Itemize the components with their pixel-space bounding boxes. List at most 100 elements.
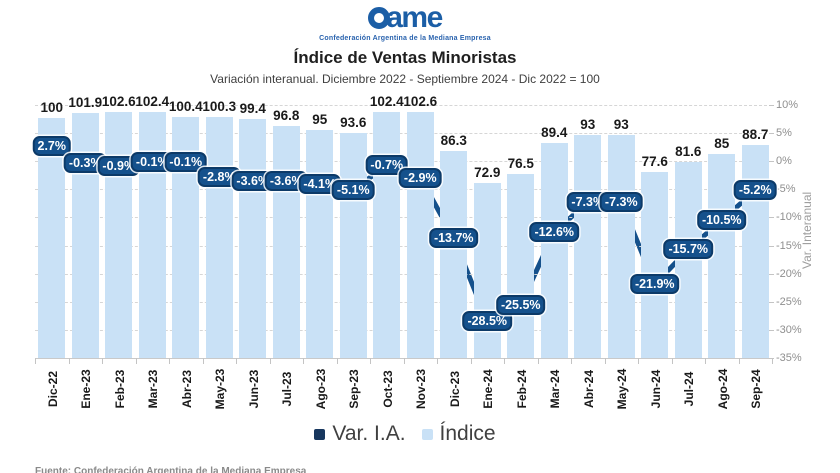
y-axis-tick-label: 10% — [776, 99, 799, 111]
x-axis-label: Sep-24 — [749, 369, 764, 409]
bar-value-label: 101.9 — [68, 95, 103, 111]
y-axis-tick — [769, 301, 774, 303]
bar-value-label: 93.6 — [340, 115, 367, 131]
chart-subtitle: Variación interanual. Diciembre 2022 - S… — [210, 72, 600, 86]
x-axis-label: Jun-23 — [246, 369, 261, 409]
x-axis-tick — [738, 358, 740, 364]
line-point-label: -0.1% — [164, 151, 208, 172]
bar — [708, 153, 736, 358]
x-axis-tick — [537, 358, 539, 364]
line-point-label: 2.7% — [32, 136, 71, 157]
bar — [741, 145, 769, 358]
bar — [71, 113, 99, 358]
bar-value-label: 102.6 — [101, 93, 136, 109]
x-axis-label: May-23 — [213, 368, 228, 410]
bar — [674, 162, 702, 358]
bar-value-label: 100 — [40, 99, 64, 115]
bar — [138, 112, 166, 358]
line-point-label: -0.7% — [365, 155, 409, 176]
bar — [239, 119, 267, 358]
x-axis-label: Jul-23 — [280, 371, 295, 407]
x-axis-label: Mar-24 — [548, 369, 563, 409]
y-axis-tick-label: -25% — [776, 295, 802, 308]
gridline — [35, 133, 772, 135]
x-axis-label: Abr-24 — [581, 369, 596, 409]
bar — [38, 117, 66, 358]
x-axis-label: Nov-23 — [414, 368, 429, 410]
y-axis-tick — [769, 245, 774, 247]
x-axis-tick — [303, 358, 304, 364]
bar — [507, 174, 535, 358]
x-axis-label: Ene-24 — [481, 369, 496, 409]
x-axis-label: Dic-22 — [45, 370, 60, 408]
x-axis-label: Dic-23 — [447, 370, 462, 408]
y-axis-tick — [769, 273, 774, 275]
bar — [306, 129, 334, 358]
gridline — [35, 273, 772, 275]
bar-value-label: 88.7 — [742, 127, 769, 143]
x-axis-tick — [504, 358, 505, 364]
bar-value-label: 93 — [580, 116, 596, 132]
came-logo-ring-icon — [368, 7, 391, 29]
y-axis-tick-label: 0% — [776, 155, 792, 168]
line-point-label: -13.7% — [428, 228, 479, 249]
line-point-label: -7.3% — [599, 192, 643, 213]
line-point-label: -21.9% — [629, 274, 680, 295]
line-point-label: -15.7% — [663, 239, 714, 260]
gridline — [35, 329, 772, 331]
y-axis-tick-label: -35% — [776, 352, 802, 364]
line-point-label: -7.3% — [566, 192, 610, 213]
bar — [339, 133, 367, 358]
bar-value-label: 102.6 — [403, 93, 438, 109]
bar — [373, 112, 401, 358]
line-point-label: -25.5% — [495, 294, 546, 315]
line-point-label: -12.6% — [529, 222, 580, 243]
x-axis-label: Abr-23 — [179, 369, 194, 409]
legend-item-indice: Índice — [421, 422, 496, 446]
bar-value-label: 77.6 — [641, 153, 668, 169]
x-axis-tick — [102, 358, 103, 364]
x-axis-tick — [437, 358, 438, 364]
came-logo-text: ame — [386, 1, 443, 34]
bar-value-label: 95 — [312, 111, 328, 127]
x-axis-tick — [35, 358, 36, 364]
x-axis-tick — [68, 358, 70, 364]
line-point-label: -4.1% — [298, 174, 342, 195]
x-axis-tick — [135, 358, 137, 364]
x-axis-tick — [604, 358, 606, 364]
gridline — [35, 301, 772, 303]
line-point-label: -2.9% — [398, 167, 442, 188]
bar-value-label: 100.4 — [168, 99, 203, 115]
gridline — [35, 217, 772, 219]
x-axis-tick — [772, 358, 773, 364]
y-axis-tick — [769, 358, 774, 359]
bar-value-label: 81.6 — [675, 144, 702, 160]
came-logo-tagline: Confederación Argentina de la Mediana Em… — [319, 35, 491, 42]
x-axis-label: Ene-23 — [79, 369, 94, 409]
bar-value-label: 99.4 — [239, 101, 266, 117]
legend-label-var-ia: Var. I.A. — [332, 422, 406, 445]
x-axis-label: Ago-23 — [313, 368, 328, 410]
legend-swatch-indice — [421, 428, 433, 440]
x-axis-tick — [336, 358, 338, 364]
bar-value-label: 72.9 — [474, 165, 501, 181]
gridline — [35, 189, 772, 191]
x-axis-tick — [638, 358, 639, 364]
x-axis-tick — [236, 358, 237, 364]
y-axis-tick-label: -15% — [776, 239, 802, 252]
line-point-label: -3.6% — [231, 171, 275, 192]
gridline — [35, 105, 772, 106]
y-axis-tick — [769, 133, 774, 135]
x-axis-label: Mar-23 — [146, 369, 161, 409]
line-point-label: -5.2% — [733, 180, 777, 201]
y-axis-tick — [769, 329, 774, 331]
y-axis-tick-label: 5% — [776, 127, 792, 140]
x-axis-tick — [671, 358, 673, 364]
line-point-label: -2.8% — [197, 166, 241, 187]
bar-value-label: 76.5 — [507, 156, 534, 172]
y-axis-tick-label: -10% — [776, 211, 802, 224]
bar — [574, 134, 602, 358]
x-axis-tick — [470, 358, 472, 364]
came-logo: ame — [35, 1, 775, 35]
